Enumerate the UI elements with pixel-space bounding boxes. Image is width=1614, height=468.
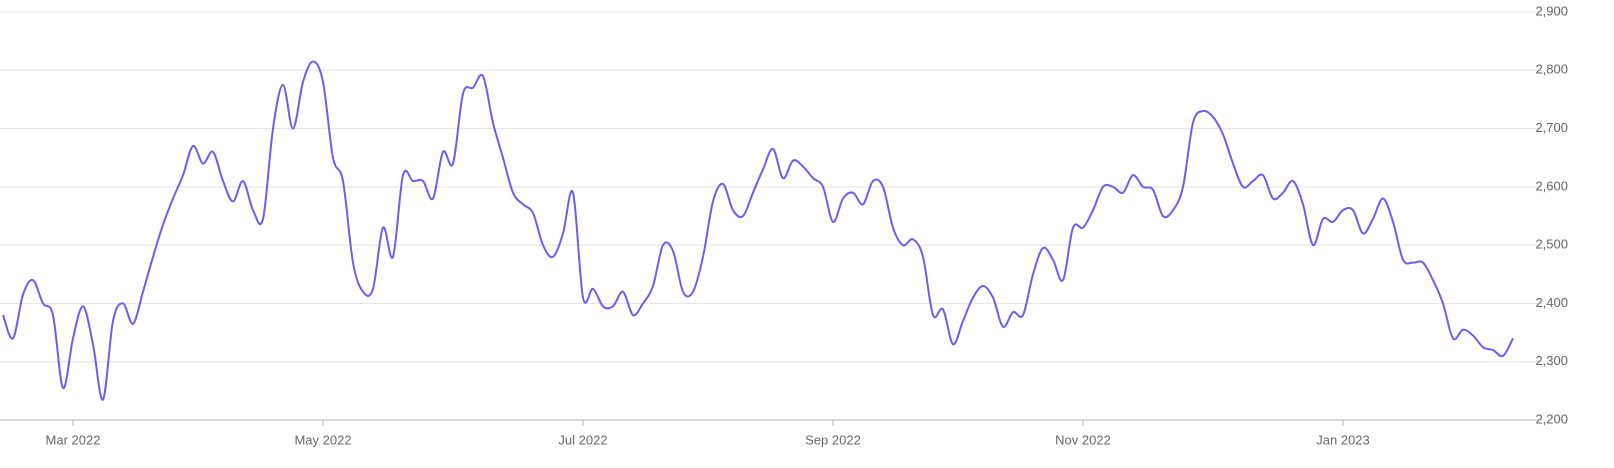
y-tick-label: 2,700 xyxy=(1535,120,1568,135)
x-tick-label: Jan 2023 xyxy=(1316,432,1370,447)
x-tick-label: Sep 2022 xyxy=(805,432,861,447)
y-tick-label: 2,800 xyxy=(1535,62,1568,77)
y-tick-label: 2,900 xyxy=(1535,3,1568,18)
y-tick-label: 2,300 xyxy=(1535,353,1568,368)
x-tick-label: May 2022 xyxy=(294,432,351,447)
x-tick-label: Nov 2022 xyxy=(1055,432,1111,447)
y-tick-label: 2,500 xyxy=(1535,237,1568,252)
y-tick-label: 2,400 xyxy=(1535,295,1568,310)
x-tick-label: Mar 2022 xyxy=(46,432,101,447)
data-line xyxy=(2,60,1514,401)
x-tick-label: Jul 2022 xyxy=(558,432,607,447)
y-tick-label: 2,600 xyxy=(1535,178,1568,193)
y-tick-label: 2,200 xyxy=(1535,411,1568,426)
